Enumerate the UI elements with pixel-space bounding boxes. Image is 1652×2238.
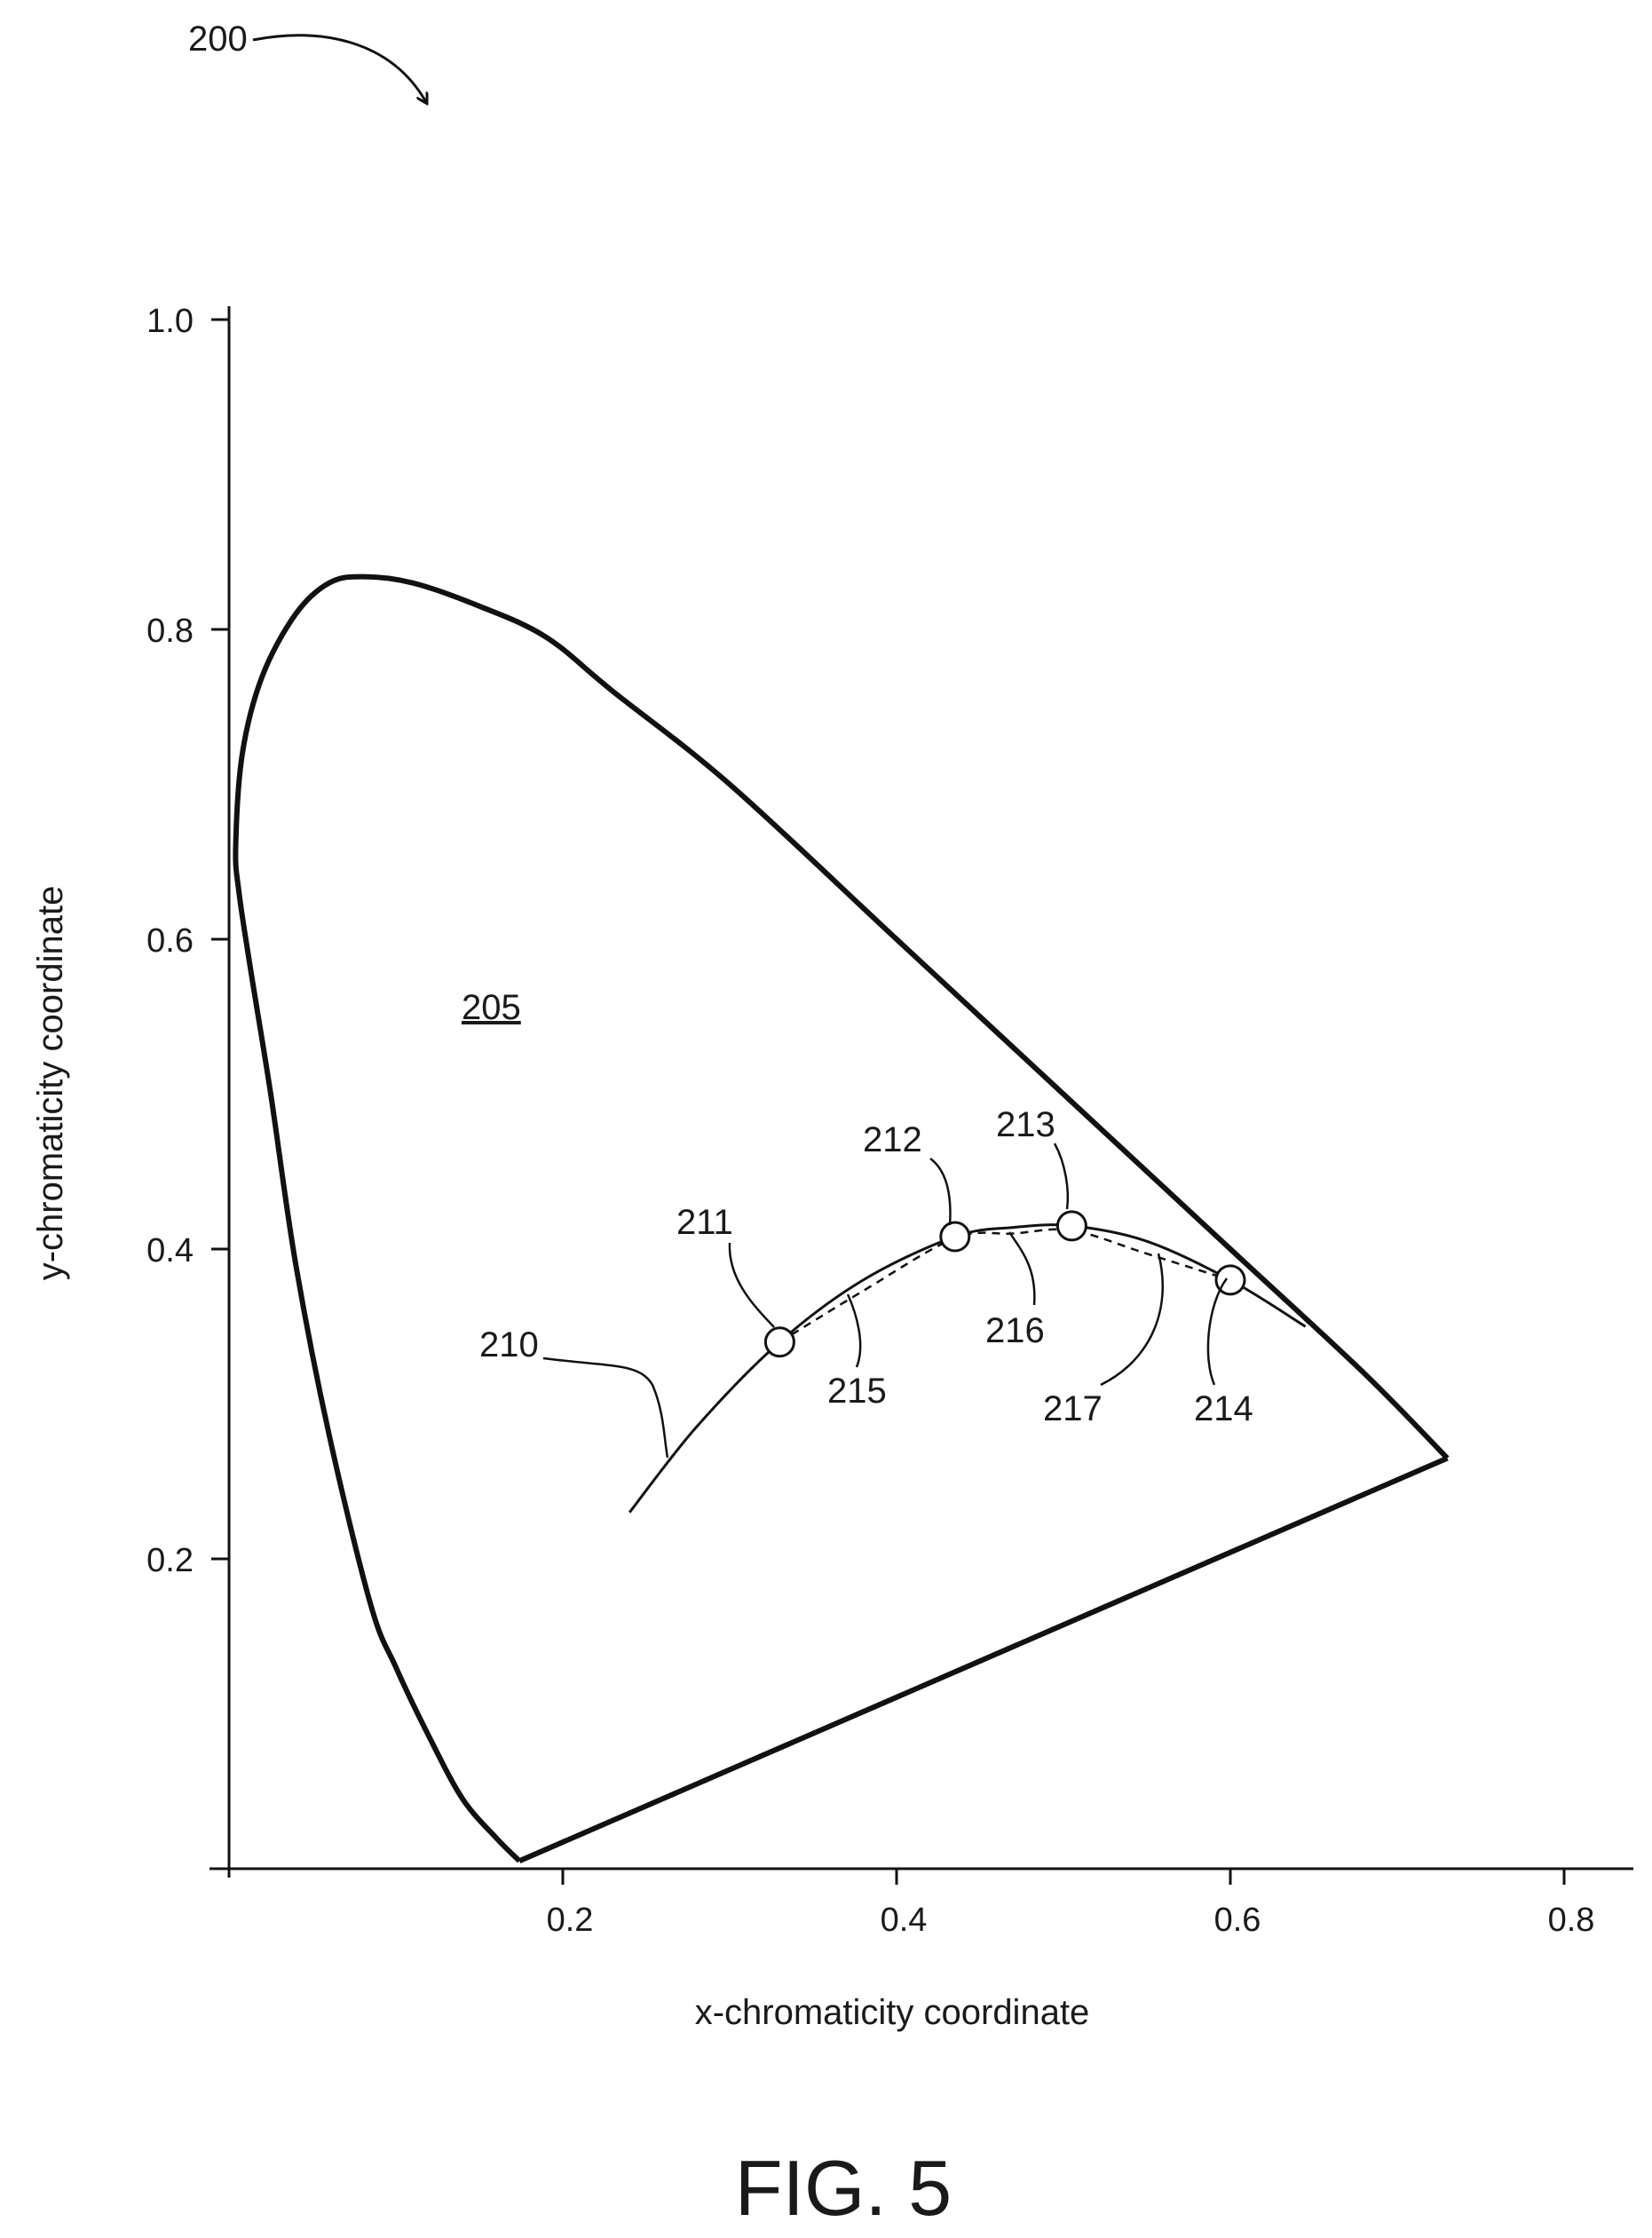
series-purple-line	[518, 1455, 1449, 1864]
y-tick-label: 0.8	[146, 613, 194, 650]
series-spectral-locus	[233, 573, 1450, 1863]
leader-212	[929, 1158, 952, 1226]
leader-213	[1053, 1143, 1070, 1210]
leader-216	[1008, 1231, 1036, 1306]
annotation-213: 213	[996, 1105, 1055, 1144]
annotation-210: 210	[479, 1325, 539, 1364]
annotation-217: 217	[1043, 1389, 1103, 1428]
y-tick-label: 0.6	[146, 922, 194, 960]
y-tick-label: 1.0	[146, 303, 194, 340]
x-tick-label: 0.6	[1214, 1902, 1261, 1939]
region-label-205: 205	[462, 988, 521, 1027]
axes: 0.2 0.4 0.6 0.8 0.2 0.4 0.6 0.8 1.0	[146, 303, 1633, 1939]
points-layer	[763, 1210, 1246, 1358]
figure-caption: FIG. 5	[735, 2144, 952, 2232]
x-tick-label: 0.4	[881, 1902, 928, 1939]
series-210	[628, 1223, 1307, 1514]
series-layer	[233, 573, 1450, 1864]
x-ticks: 0.2 0.4 0.6 0.8	[547, 1869, 1595, 1939]
point-212	[939, 1221, 971, 1253]
x-axis-title: x-chromaticity coordinate	[695, 1993, 1090, 2032]
y-axis-title: y-chromaticity coordinate	[31, 886, 70, 1281]
point-214	[1214, 1264, 1246, 1296]
annotation-214: 214	[1194, 1389, 1253, 1428]
y-tick-label: 0.4	[146, 1232, 194, 1269]
figure-ref-number: 200	[188, 20, 248, 59]
series-215-216-217	[779, 1228, 1231, 1343]
y-ticks: 0.2 0.4 0.6 0.8 1.0	[146, 303, 229, 1579]
y-tick-label: 0.2	[146, 1542, 194, 1579]
point-213	[1055, 1210, 1087, 1242]
leader-211	[728, 1242, 775, 1328]
x-tick-label: 0.8	[1548, 1902, 1595, 1939]
leader-210	[542, 1356, 669, 1459]
annotations: 210 211 212 213 214 215 216 217	[479, 1105, 1253, 1459]
figure-ref-arrow	[252, 34, 426, 102]
annotation-211: 211	[676, 1203, 733, 1242]
leader-215	[846, 1293, 862, 1368]
leader-214	[1206, 1277, 1229, 1386]
annotation-215: 215	[827, 1372, 887, 1411]
point-211	[763, 1326, 795, 1358]
annotation-212: 212	[863, 1120, 922, 1159]
annotation-216: 216	[985, 1311, 1045, 1350]
x-tick-label: 0.2	[547, 1902, 594, 1939]
leader-217	[1100, 1253, 1165, 1387]
